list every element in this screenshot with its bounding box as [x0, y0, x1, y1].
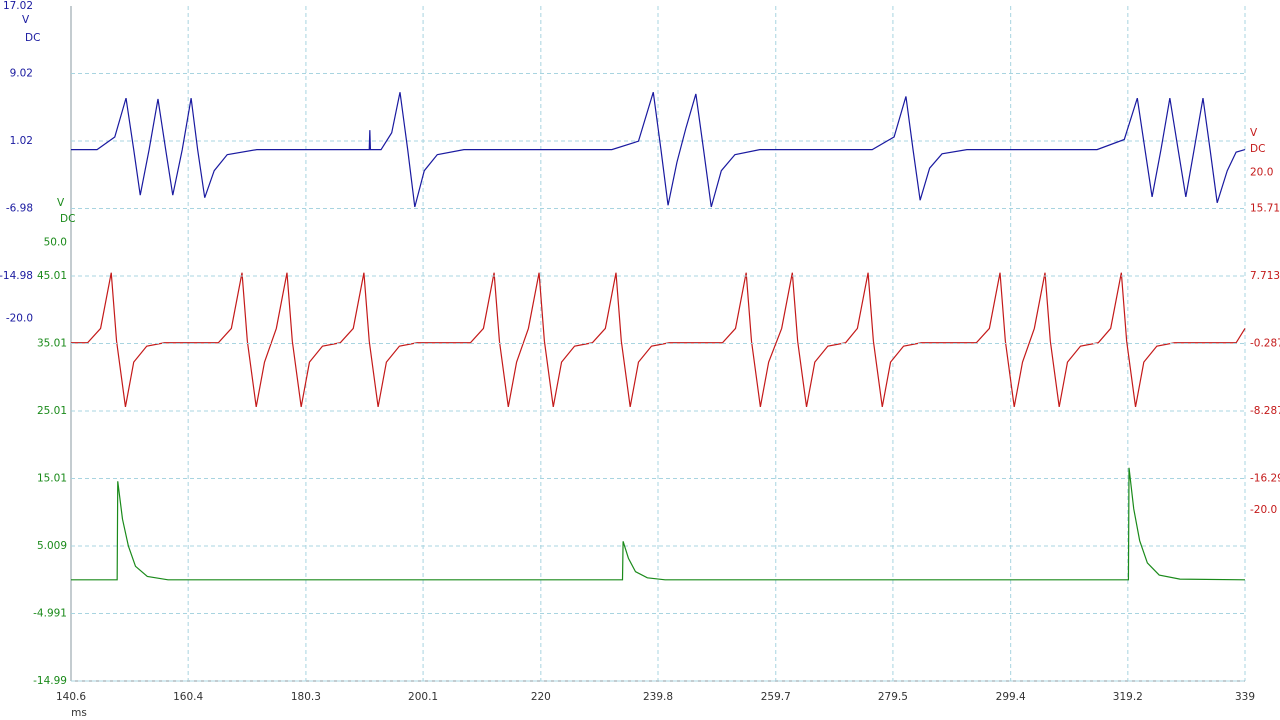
- x-tick-label: 220: [531, 691, 551, 703]
- y-tick-label: 1.02: [10, 135, 33, 147]
- x-tick-label: 160.4: [173, 691, 203, 703]
- trace: [71, 467, 1246, 581]
- x-tick-label: 200.1: [408, 691, 438, 703]
- unit-label: DC: [25, 32, 40, 44]
- y-tick-label: 50.0: [44, 236, 67, 248]
- y-tick-label: 35.01: [37, 338, 67, 350]
- y-tick-label: 9.02: [10, 68, 33, 80]
- y-tick-label: -14.98: [0, 270, 33, 282]
- y-tick-label: 45.01: [37, 270, 67, 282]
- y-tick-label: 17.02: [3, 0, 33, 12]
- unit-label: V: [57, 197, 65, 209]
- x-axis-label: ms: [71, 707, 87, 719]
- trace: [71, 272, 1246, 407]
- x-tick-label: 259.7: [761, 691, 791, 703]
- y-tick-label: 15.71: [1250, 203, 1280, 215]
- y-tick-label: 25.01: [37, 405, 67, 417]
- x-tick-label: 239.8: [643, 691, 673, 703]
- x-tick-label: 319.2: [1113, 691, 1143, 703]
- y-tick-label: -0.287: [1250, 338, 1280, 350]
- y-tick-label: 5.009: [37, 540, 67, 552]
- x-tick-label: 299.4: [996, 691, 1026, 703]
- y-tick-label: -14.99: [33, 675, 67, 687]
- trace: [71, 92, 1246, 208]
- x-tick-label: 180.3: [291, 691, 321, 703]
- y-tick-label: 20.0: [1250, 166, 1273, 178]
- y-tick-label: -6.98: [6, 203, 33, 215]
- y-tick-label: -20.0: [6, 312, 33, 324]
- y-tick-label: 15.01: [37, 473, 67, 485]
- unit-label: DC: [60, 213, 75, 225]
- x-tick-label: 140.6: [56, 691, 86, 703]
- y-tick-label: -16.29: [1250, 473, 1280, 485]
- y-tick-label: -20.0: [1250, 504, 1277, 516]
- unit-label: V: [1250, 127, 1258, 139]
- x-tick-label: 279.5: [878, 691, 908, 703]
- y-tick-label: -4.991: [33, 608, 67, 620]
- unit-label: DC: [1250, 143, 1265, 155]
- unit-label: V: [22, 14, 30, 26]
- y-tick-label: 7.713: [1250, 270, 1280, 282]
- x-tick-label: 339: [1235, 691, 1255, 703]
- y-tick-label: -8.287: [1250, 405, 1280, 417]
